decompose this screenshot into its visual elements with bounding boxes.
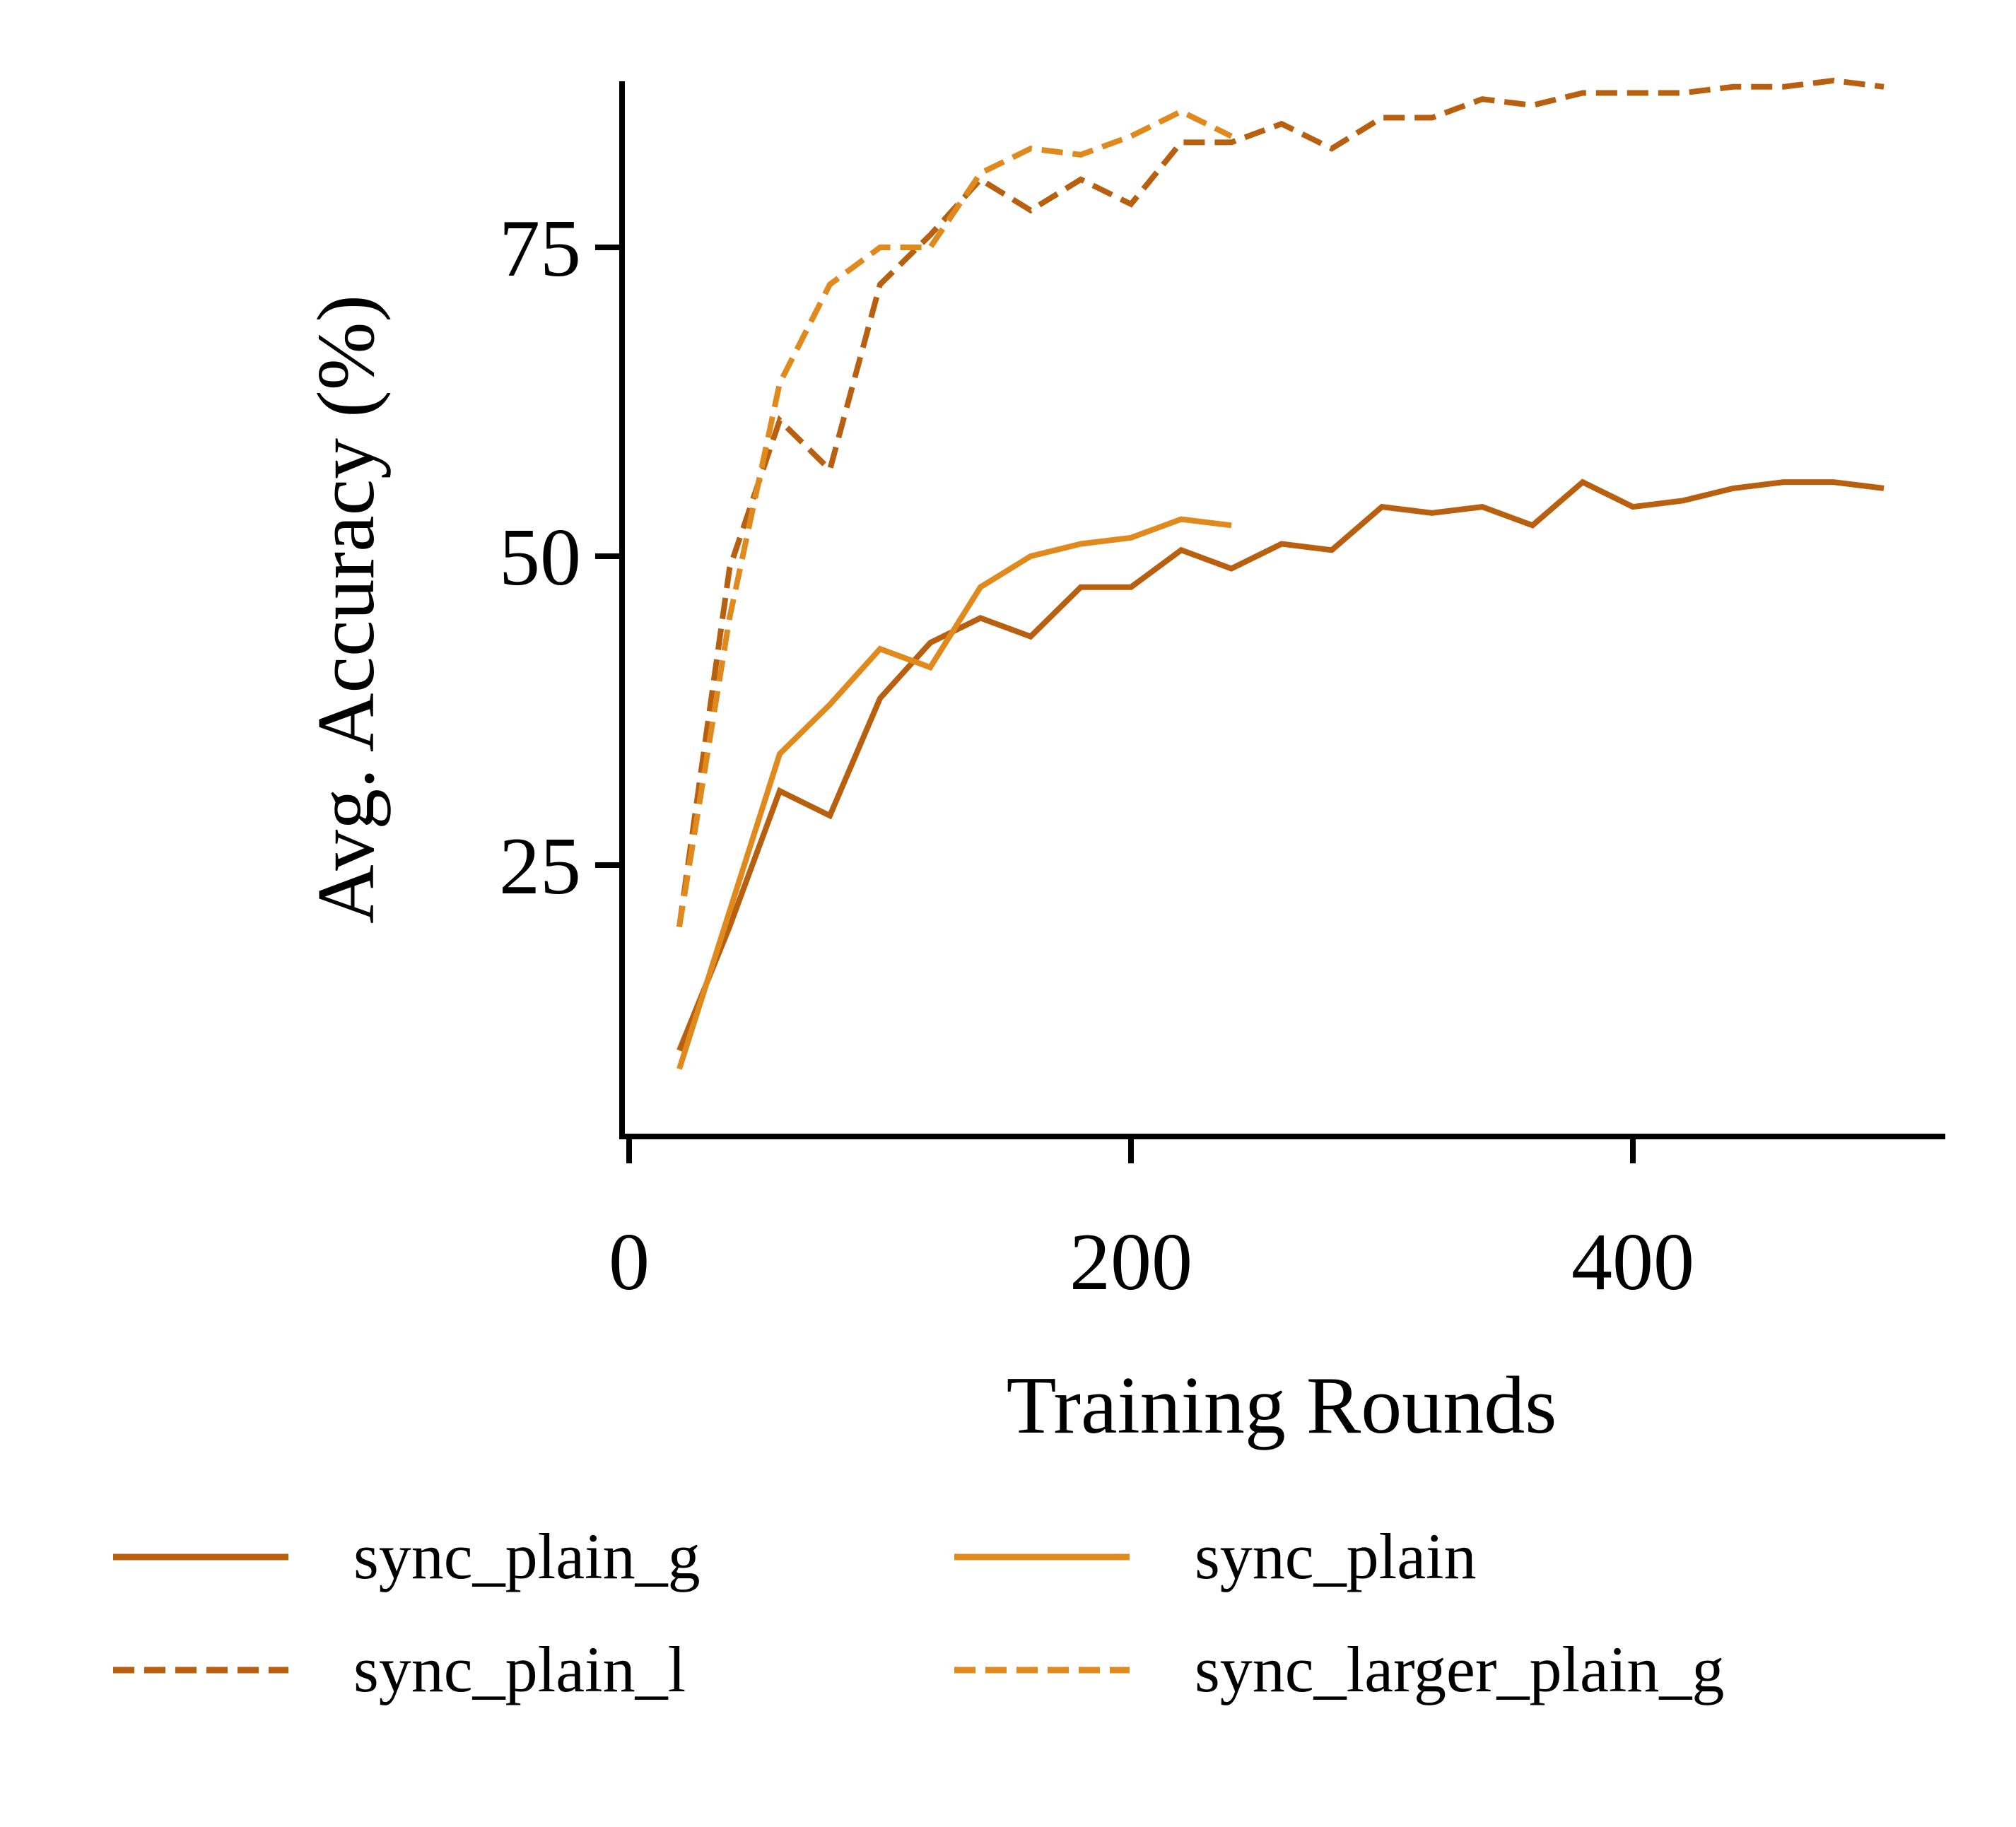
plot-lines bbox=[676, 77, 1885, 1070]
x-tick-label: 0 bbox=[609, 1217, 650, 1308]
legend-item-sync_plain: sync_plain bbox=[954, 1520, 1477, 1592]
x-tick-label: 200 bbox=[1069, 1217, 1192, 1308]
series-line-sync_plain_l bbox=[676, 77, 1885, 927]
series-sync_larger_plain_g bbox=[676, 108, 1233, 928]
legend-item-sync_plain_g: sync_plain_g bbox=[113, 1520, 701, 1592]
series-line-sync_plain_g bbox=[676, 478, 1885, 1052]
legend-label: sync_larger_plain_g bbox=[1195, 1633, 1724, 1705]
legend-item-sync_larger_plain_g: sync_larger_plain_g bbox=[954, 1633, 1724, 1705]
legend-label: sync_plain bbox=[1195, 1520, 1477, 1592]
y-tick-label: 75 bbox=[499, 204, 581, 294]
series-line-sync_larger_plain_g bbox=[676, 108, 1233, 928]
legend-item-sync_plain_l: sync_plain_l bbox=[113, 1633, 686, 1705]
legend: sync_plain_g sync_plain sync_plain_l sync_l… bbox=[113, 1520, 1724, 1705]
y-tick-label: 50 bbox=[499, 512, 581, 603]
axes bbox=[619, 81, 1945, 1139]
y-tick-label: 25 bbox=[499, 821, 581, 912]
x-axis-title: Training Rounds bbox=[1007, 1361, 1557, 1451]
x-ticks: 0 200 400 bbox=[609, 1136, 1694, 1308]
series-sync_plain_g bbox=[676, 478, 1885, 1052]
series-sync_plain bbox=[676, 516, 1232, 1070]
legend-label: sync_plain_g bbox=[353, 1520, 701, 1592]
series-sync_plain_l bbox=[676, 77, 1885, 927]
x-tick-label: 400 bbox=[1571, 1217, 1694, 1308]
y-ticks: 25 50 75 bbox=[499, 204, 622, 912]
series-line-sync_plain bbox=[676, 516, 1232, 1070]
y-axis-title: Avg. Accuracy (%) bbox=[301, 295, 392, 924]
legend-label: sync_plain_l bbox=[353, 1633, 686, 1705]
